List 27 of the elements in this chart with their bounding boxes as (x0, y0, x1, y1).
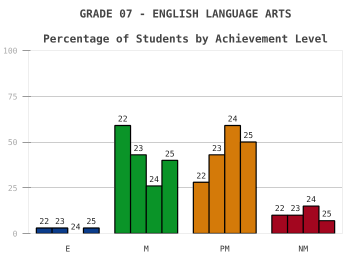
text: 24 (228, 114, 238, 124)
y-tick-label: 100 (3, 46, 18, 56)
text: 22 (274, 204, 285, 214)
series-label: 23 (55, 217, 65, 226)
x-tick-label: NM (298, 244, 308, 254)
y-tick-label: 75 (8, 92, 18, 102)
series-label: 24 (149, 174, 160, 184)
chart-subtitle: Percentage of Students by Achievement Level (43, 32, 328, 46)
series-label: 22 (39, 217, 50, 226)
x-tick-label: E (65, 244, 70, 254)
text: 23 (290, 204, 300, 214)
text: 22 (196, 171, 206, 180)
text: 25 (164, 149, 175, 158)
chart-title: GRADE 07 - ENGLISH LANGUAGE ARTS (80, 8, 292, 20)
series-label: 25 (86, 217, 96, 226)
text: 25 (243, 131, 254, 140)
text: 24 (306, 195, 316, 204)
text: 25 (322, 210, 332, 219)
y-tick-label: 25 (8, 184, 18, 193)
y-tick-label: 0 (12, 230, 18, 238)
text: 23 (212, 144, 222, 153)
text: 24 (70, 222, 80, 232)
text: 23 (134, 144, 144, 153)
text: 22 (118, 114, 128, 124)
x-tick-label: M (144, 244, 149, 254)
x-tick-label: PM (220, 244, 230, 254)
y-tick-label: 50 (8, 138, 18, 147)
